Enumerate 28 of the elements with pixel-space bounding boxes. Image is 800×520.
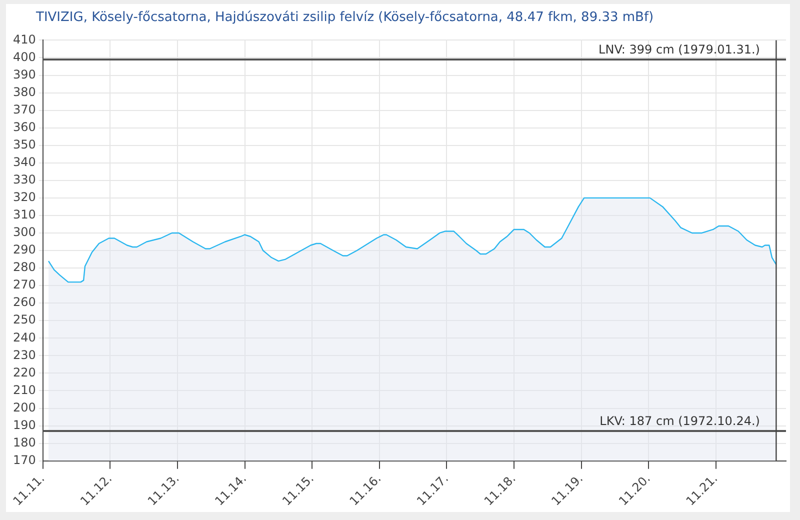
y-tick-label: 370 <box>13 102 36 116</box>
y-tick-label: 240 <box>13 330 36 344</box>
y-tick-label: 390 <box>13 67 36 82</box>
y-tick-label: 180 <box>13 435 36 450</box>
y-tick-label: 170 <box>13 452 36 467</box>
y-tick-label: 250 <box>13 312 36 327</box>
ref-line-label: LKV: 187 cm (1972.10.24.) <box>600 414 760 428</box>
y-tick-label: 320 <box>13 190 36 204</box>
y-tick-label: 190 <box>13 418 36 432</box>
y-tick-label: 340 <box>13 155 36 170</box>
y-tick-label: 270 <box>13 278 36 292</box>
y-tick-label: 360 <box>13 120 36 134</box>
y-tick-label: 310 <box>13 208 36 222</box>
chart-title: TIVIZIG, Kösely-főcsatorna, Hajdúszováti zsilip felvíz (Kösely-főcsatorna, 48.47 fkm, 89.33 mBf) <box>36 10 654 25</box>
y-tick-label: 380 <box>13 84 36 99</box>
y-tick-label: 350 <box>13 137 36 152</box>
y-tick-label: 220 <box>13 365 36 380</box>
y-tick-label: 260 <box>13 295 36 310</box>
y-tick-label: 290 <box>13 242 36 257</box>
y-tick-label: 210 <box>13 382 36 397</box>
y-tick-label: 330 <box>13 172 36 187</box>
y-tick-label: 230 <box>13 348 36 362</box>
y-tick-label: 410 <box>13 32 36 46</box>
ref-line-label: LNV: 399 cm (1979.01.31.) <box>598 42 760 57</box>
y-tick-label: 300 <box>13 225 36 240</box>
y-tick-label: 280 <box>13 260 36 274</box>
y-tick-label: 200 <box>13 400 36 414</box>
y-tick-label: 400 <box>13 50 36 64</box>
